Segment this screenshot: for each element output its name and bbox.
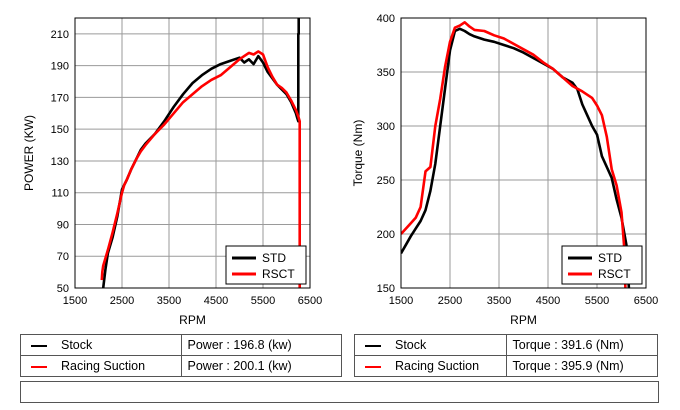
y-tick-label: 170	[51, 92, 69, 104]
x-tick-label: 3500	[487, 295, 511, 307]
torque-chart: 150 200 250 300 350 400 1500 2500 3500 4500 5500 65…	[351, 13, 658, 327]
y-tick-label: 50	[57, 283, 69, 295]
power-summary-table: Stock Power : 196.8 (kw) Racing Suction …	[20, 334, 342, 377]
y-tick-label: 90	[57, 219, 69, 231]
y-tick-label: 210	[51, 29, 69, 41]
x-tick-label: 5500	[251, 295, 275, 307]
stock-label-cell: Stock	[20, 334, 182, 356]
charts-canvas: 50 70 90 110 130 150 170 190 210 1500 2500 3500 4500…	[22, 13, 658, 327]
y-tick-label: 200	[377, 229, 395, 241]
y-tick-label: 110	[51, 188, 69, 200]
legend-entry-rsct: RSCT	[598, 267, 631, 281]
legend-box	[561, 245, 643, 285]
x-tick-label: 2500	[438, 295, 462, 307]
legend-entry-std: STD	[262, 251, 286, 265]
y-tick-label: 250	[377, 175, 395, 187]
series-line-std	[401, 27, 631, 288]
racing-power-value: Power : 200.1 (kw)	[180, 355, 342, 377]
racing-label-cell: Racing Suction	[354, 355, 507, 377]
stock-line-swatch	[31, 344, 47, 347]
y-axis-label: POWER (KW)	[22, 115, 36, 191]
stock-power-value: Power : 196.8 (kw)	[180, 334, 342, 356]
x-tick-label: 1500	[389, 295, 413, 307]
table-row: Racing Suction Power : 200.1 (kw)	[20, 355, 342, 377]
racing-torque-value: Torque : 395.9 (Nm)	[505, 355, 659, 377]
x-tick-label: 1500	[63, 295, 87, 307]
x-tick-label: 6500	[634, 295, 658, 307]
table-row: Stock Torque : 391.6 (Nm)	[354, 334, 659, 356]
x-tick-label: 4500	[536, 295, 560, 307]
y-tick-label: 130	[51, 156, 69, 168]
torque-summary-table: Stock Torque : 391.6 (Nm) Racing Suction…	[354, 334, 659, 377]
legend-box	[225, 245, 307, 285]
y-tick-label: 350	[377, 67, 395, 79]
racing-line-swatch	[365, 365, 381, 368]
x-tick-label: 4500	[204, 295, 228, 307]
legend-entry-rsct: RSCT	[262, 267, 295, 281]
table-row: Stock Power : 196.8 (kw)	[20, 334, 342, 356]
series-line-rsct	[100, 50, 302, 288]
x-tick-label: 3500	[157, 295, 181, 307]
plot-frame	[74, 17, 311, 289]
y-tick-label: 300	[377, 121, 395, 133]
table-row: Racing Suction Torque : 395.9 (Nm)	[354, 355, 659, 377]
stock-label: Stock	[61, 338, 93, 352]
plot-frame	[400, 17, 647, 289]
racing-label-cell: Racing Suction	[20, 355, 182, 377]
y-tick-label: 150	[377, 283, 395, 295]
stock-line-swatch	[365, 344, 381, 347]
empty-footer-box	[20, 381, 659, 403]
stock-label-cell: Stock	[354, 334, 507, 356]
racing-label: Racing Suction	[61, 359, 146, 373]
series-line-rsct	[401, 20, 627, 288]
legend-entry-std: STD	[598, 251, 622, 265]
power-chart: 50 70 90 110 130 150 170 190 210 1500 2500 3500 4500…	[22, 17, 322, 327]
x-axis-label: RPM	[510, 313, 537, 327]
y-tick-label: 190	[51, 61, 69, 73]
x-tick-label: 2500	[110, 295, 134, 307]
stock-label: Stock	[395, 338, 427, 352]
x-tick-label: 6500	[298, 295, 322, 307]
stock-torque-value: Torque : 391.6 (Nm)	[505, 334, 659, 356]
x-axis-label: RPM	[179, 313, 206, 327]
racing-line-swatch	[31, 365, 47, 368]
x-tick-label: 5500	[585, 295, 609, 307]
y-axis-label: Torque (Nm)	[351, 120, 365, 187]
y-tick-label: 150	[51, 124, 69, 136]
y-tick-label: 400	[377, 13, 395, 25]
y-tick-label: 70	[57, 251, 69, 263]
racing-label: Racing Suction	[395, 359, 480, 373]
